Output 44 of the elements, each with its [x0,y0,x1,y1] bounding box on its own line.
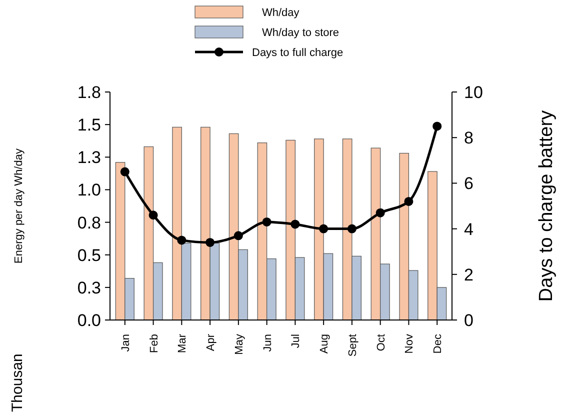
point [177,236,186,245]
point [404,196,414,206]
y-tick-label: 0.8 [77,213,101,232]
y2-tick-label: 2 [464,265,474,284]
point [120,167,130,176]
x-tick-label: May [233,334,246,355]
x-tick-label: Jul [290,334,302,348]
point [262,217,272,226]
x-tick-label: Jan [120,334,132,352]
point [376,208,385,218]
y-tick-label: 0.5 [77,246,101,265]
legend-label: Wh/day [262,7,300,19]
y2-axis-title: Days to charge battery [536,110,557,302]
y2-tick-label: 6 [464,174,474,194]
x-tick-label: Apr [205,334,218,352]
x-tick-label: Dec [432,334,444,354]
point [347,224,356,234]
x-tick-label: Sept [346,334,359,357]
point [432,122,442,131]
x-tick-label: Aug [318,334,331,354]
y-tick-label: 0.0 [77,311,101,330]
y-tick-label: 1.5 [77,116,101,135]
y2-tick-label: 0 [464,311,474,330]
point [290,220,300,229]
point [234,231,243,240]
x-tick-label: Oct [375,334,388,352]
y2-tick-label: 4 [464,220,474,239]
point [148,210,158,220]
x-tick-label: Feb [148,334,160,353]
point [206,238,215,247]
y-tick-label: 1.0 [77,180,101,200]
y-tick-label: 0.3 [77,278,101,298]
x-tick-label: Jun [262,334,274,352]
y2-tick-label: 10 [464,83,483,102]
x-tick-label: Mar [176,334,189,353]
text: Thousan [9,354,26,412]
y2-tick-label: 8 [464,128,474,148]
y-axis-title: Energy per day Wh/day [13,148,25,264]
legend-label: Days to full charge [252,47,344,59]
y-tick-label: 1.8 [77,83,101,102]
point [319,224,328,234]
y-tick-label: 1.3 [77,148,101,168]
x-tick-label: Nov [404,334,416,354]
legend-label: Wh/day to store [262,27,340,39]
